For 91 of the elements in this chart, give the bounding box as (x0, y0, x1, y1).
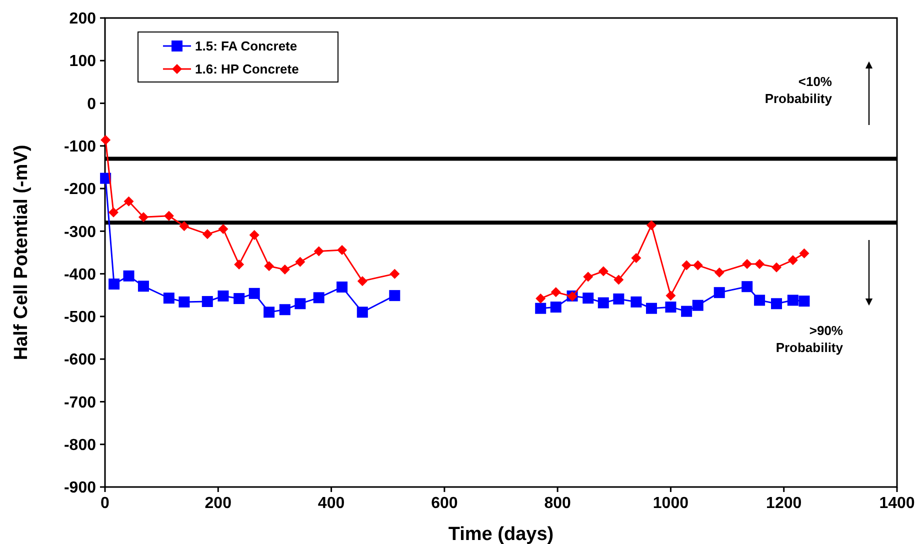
y-tick-label: -900 (64, 480, 96, 497)
point (646, 302, 657, 314)
x-tick-label: 400 (318, 495, 345, 512)
point (631, 253, 642, 264)
point (108, 207, 118, 218)
point (138, 212, 148, 222)
point (202, 229, 212, 240)
x-tick-label: 800 (544, 495, 572, 512)
x-tick-label: 1000 (652, 495, 689, 512)
point (357, 276, 368, 286)
x-tick-label: 0 (100, 495, 110, 512)
legend-label: 1.5: FA Concrete (195, 38, 298, 54)
point (179, 221, 190, 232)
y-tick-label: -800 (64, 436, 96, 454)
point (583, 272, 594, 282)
x-axis-title: Time (days) (448, 524, 554, 544)
point (714, 287, 725, 298)
y-tick-label: 200 (69, 10, 96, 28)
point (108, 278, 120, 290)
point (550, 287, 561, 298)
point (336, 282, 348, 293)
point (124, 196, 134, 206)
point (535, 302, 546, 314)
point (771, 298, 782, 310)
point (163, 292, 174, 304)
point (692, 300, 704, 311)
point (138, 280, 149, 292)
y-tick-label: -700 (64, 394, 96, 412)
point (582, 292, 594, 304)
point (614, 274, 624, 285)
point (337, 244, 348, 255)
y-axis-title: Half Cell Potential (-mV) (11, 144, 32, 360)
point (754, 294, 766, 306)
y-tick-label: 0 (87, 96, 96, 113)
point (550, 302, 562, 313)
point (798, 296, 810, 307)
point (264, 306, 275, 318)
x-tick-label: 600 (431, 495, 458, 512)
point (692, 260, 703, 270)
point (264, 261, 274, 272)
y-tick-label: -500 (64, 309, 96, 326)
point (389, 290, 400, 302)
x-tick-label: 200 (204, 495, 232, 512)
point (218, 224, 228, 234)
point (598, 266, 608, 276)
point (665, 302, 676, 313)
point (799, 248, 810, 258)
point (248, 288, 260, 299)
point (681, 306, 692, 317)
point (787, 294, 798, 306)
point (178, 296, 190, 308)
y-tick-label: -300 (64, 224, 96, 241)
y-tick-label: -400 (64, 266, 96, 284)
x-tick-label: 1400 (879, 495, 915, 512)
x-tick-label: 1200 (766, 495, 802, 512)
annotation: >90% Probability (776, 323, 844, 355)
point (682, 260, 692, 270)
point (280, 264, 290, 275)
point (202, 296, 213, 308)
point (630, 296, 642, 308)
point (294, 298, 306, 310)
point (742, 281, 753, 292)
annotation: <10% Probability (764, 74, 833, 106)
point (714, 268, 724, 278)
point (390, 268, 400, 279)
point (666, 290, 676, 301)
point (646, 220, 656, 230)
point (164, 210, 174, 221)
point (314, 246, 324, 256)
point (100, 134, 111, 145)
point (313, 292, 324, 304)
point (356, 306, 368, 318)
point (754, 259, 765, 270)
point (742, 259, 752, 270)
point (123, 270, 134, 282)
y-tick-label: 100 (69, 53, 96, 70)
point (234, 259, 244, 270)
point (249, 230, 260, 240)
point (295, 256, 306, 267)
y-tick-label: -600 (64, 352, 96, 369)
point (536, 294, 546, 304)
point (218, 290, 229, 302)
point (788, 255, 798, 266)
y-tick-label: -200 (64, 181, 96, 198)
point (598, 297, 609, 308)
point (613, 293, 624, 304)
point (772, 262, 782, 272)
point (279, 304, 290, 316)
legend-label: 1.6: HP Concrete (195, 62, 299, 77)
y-tick-label: -100 (64, 138, 96, 156)
point (234, 293, 245, 304)
